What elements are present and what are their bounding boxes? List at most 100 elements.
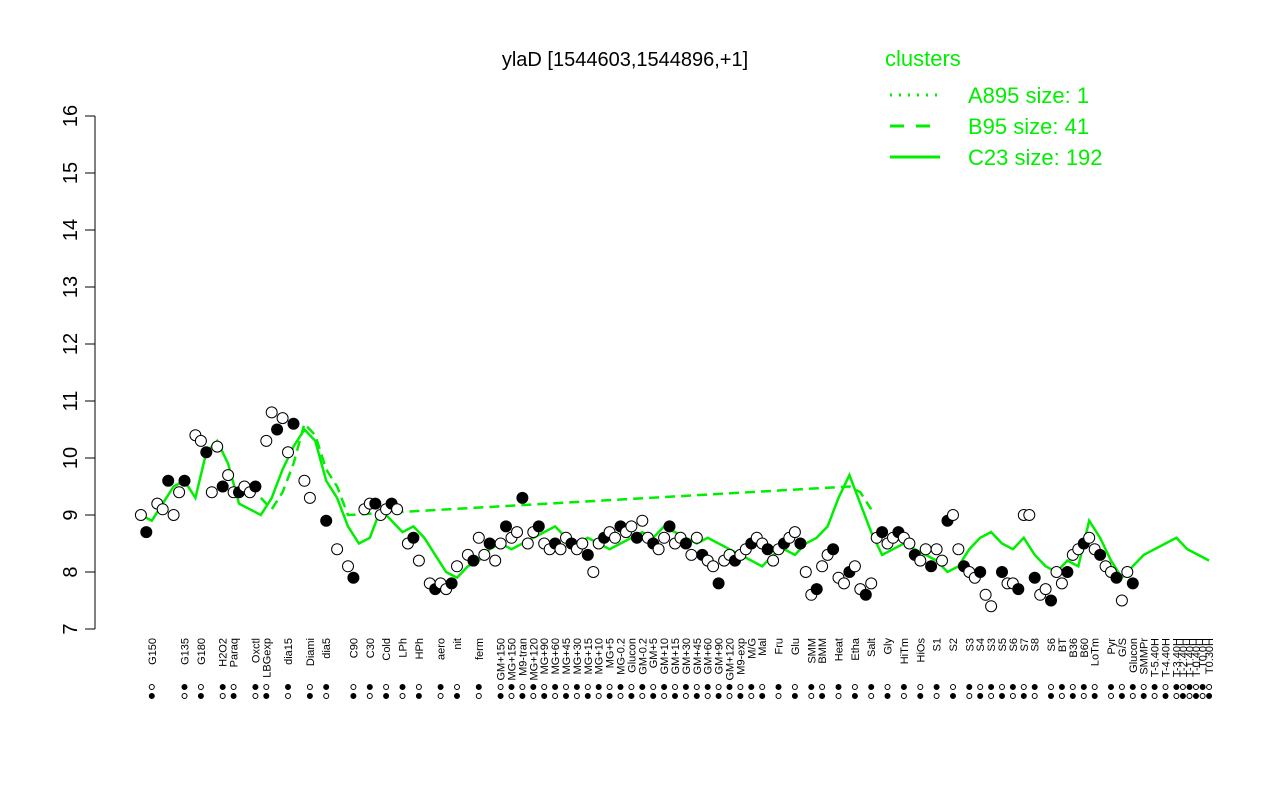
rug-marker xyxy=(884,684,891,690)
data-point xyxy=(1061,566,1074,578)
rug-marker xyxy=(819,693,826,699)
data-point xyxy=(156,503,169,516)
rug-marker xyxy=(1108,693,1114,699)
rug-marker xyxy=(851,693,858,699)
rug-marker xyxy=(350,684,357,690)
rug-marker xyxy=(639,684,646,690)
rug-marker xyxy=(263,693,270,699)
x-tick-label: Salt xyxy=(866,638,878,657)
x-tick-label: ferm xyxy=(474,638,486,660)
x-tick-label: Glucon xyxy=(1128,638,1140,673)
x-tick-label: T-1.40H xyxy=(1185,638,1197,677)
rug-marker xyxy=(541,684,548,690)
data-point xyxy=(500,520,512,533)
rug-marker xyxy=(917,693,924,699)
rug-marker xyxy=(148,693,155,699)
x-tick-label: MG+150 xyxy=(507,638,519,681)
rug-marker xyxy=(650,693,657,699)
rug-marker xyxy=(917,684,924,690)
rug-marker xyxy=(563,684,569,690)
data-point xyxy=(412,554,425,567)
rug-marker xyxy=(617,684,624,690)
x-tick-label: SMMPr xyxy=(1139,638,1151,675)
rug-marker xyxy=(1162,684,1169,690)
rug-marker xyxy=(617,693,624,699)
data-point xyxy=(178,474,191,487)
rug-marker xyxy=(1058,693,1065,699)
data-point xyxy=(200,446,213,459)
data-point xyxy=(576,537,589,550)
rug-marker xyxy=(350,693,357,699)
data-point xyxy=(1126,577,1139,590)
data-point xyxy=(445,577,458,590)
legend-entry-c23: C23 size: 192 xyxy=(968,145,1103,170)
x-tick-label: GM+45 xyxy=(692,638,704,674)
x-tick-label: HiOs xyxy=(915,638,927,663)
data-point xyxy=(690,531,703,544)
rug-marker xyxy=(1080,684,1087,690)
rug-marker xyxy=(1020,693,1027,699)
rug-marker xyxy=(530,684,537,690)
x-tick-label: C90 xyxy=(348,638,360,658)
data-points xyxy=(134,406,1139,613)
rug-marker xyxy=(1186,693,1193,699)
x-tick-label: Heat xyxy=(834,638,846,661)
rug-marker xyxy=(454,684,460,690)
rug-marker xyxy=(650,684,657,690)
legend-entry-a895: A895 size: 1 xyxy=(968,83,1089,108)
data-point xyxy=(271,423,284,436)
rug-marker xyxy=(661,693,668,699)
data-point xyxy=(794,537,807,550)
data-point xyxy=(810,583,823,596)
rug-marker xyxy=(595,684,602,690)
rug-marker xyxy=(682,684,689,690)
data-point xyxy=(609,531,621,544)
data-point xyxy=(276,412,289,425)
data-point xyxy=(391,503,404,516)
rug-marker xyxy=(759,693,766,699)
rug-marker xyxy=(519,693,526,699)
series-line-dashed xyxy=(259,421,873,517)
rug-marker xyxy=(552,684,559,690)
rug-marker xyxy=(868,684,875,690)
rug-marker xyxy=(704,693,711,699)
rug-marker xyxy=(988,684,995,690)
x-tick-label: T-4.40H xyxy=(1161,638,1173,677)
rug-marker xyxy=(584,693,591,699)
data-point xyxy=(472,531,485,544)
rug-marker xyxy=(197,693,204,699)
data-point xyxy=(914,554,927,567)
rug-marker xyxy=(977,693,984,699)
rug-marker xyxy=(1031,693,1038,699)
data-point xyxy=(919,543,932,556)
rug-marker xyxy=(1058,684,1065,690)
rug-marker xyxy=(606,693,613,699)
rug-marker xyxy=(819,684,826,690)
data-point xyxy=(816,560,829,573)
data-point xyxy=(298,474,311,487)
x-tick-label: S3 xyxy=(986,638,998,651)
x-tick-label: nit xyxy=(452,638,464,650)
data-point xyxy=(303,491,316,504)
rug-marker xyxy=(508,693,515,699)
data-point xyxy=(369,497,382,510)
y-tick-label: 16 xyxy=(60,105,82,127)
data-point xyxy=(1115,594,1128,607)
x-tick-label: HiTm xyxy=(899,638,911,664)
rug-marker xyxy=(1091,684,1098,690)
rug-marker xyxy=(628,693,635,699)
x-tick-label: Pyr xyxy=(1106,638,1118,655)
rug-marker xyxy=(519,684,526,690)
data-point xyxy=(685,548,698,561)
data-point xyxy=(249,480,262,493)
x-tick-label: B60 xyxy=(1079,638,1091,658)
x-tick-label: G/S xyxy=(1117,638,1129,657)
rug-marker xyxy=(1069,684,1076,690)
data-point xyxy=(979,588,992,601)
rug-marker xyxy=(415,693,422,699)
rug-marker xyxy=(1048,693,1054,699)
data-point xyxy=(320,514,333,527)
x-tick-label: S4 xyxy=(975,638,987,651)
rug-marker xyxy=(306,693,313,699)
